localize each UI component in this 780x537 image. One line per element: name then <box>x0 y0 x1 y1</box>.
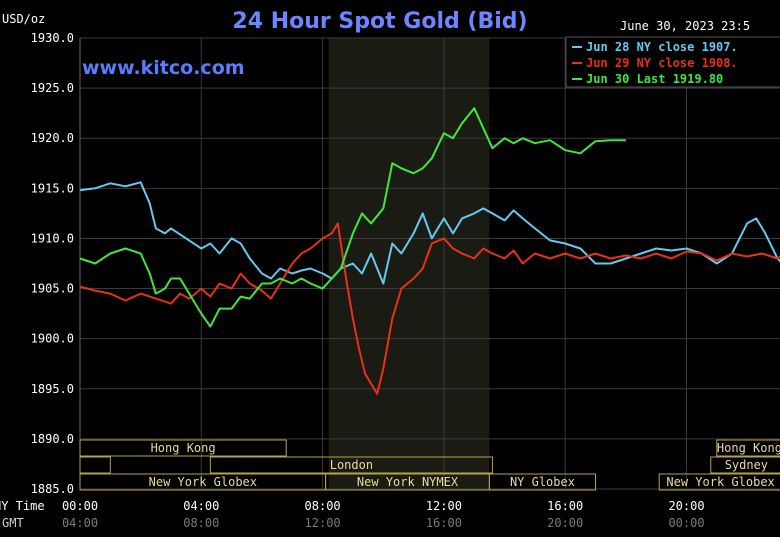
x-tick-label-gmt: 04:00 <box>62 516 98 530</box>
session-box <box>716 439 780 457</box>
series-line-2 <box>79 222 780 395</box>
x-tick-label-gmt: 08:00 <box>183 516 219 530</box>
series-line-1 <box>79 181 780 285</box>
x-tick-label-gmt: 20:00 <box>547 516 583 530</box>
session-box <box>209 456 493 474</box>
y-tick-label: 1925.0 <box>31 81 74 95</box>
session-label: London <box>330 458 373 472</box>
session-box <box>79 439 287 457</box>
chart-title: 24 Hour Spot Gold (Bid) <box>232 9 527 34</box>
x-tick-label-ny: 04:00 <box>183 499 219 513</box>
session-box <box>79 456 111 474</box>
session-box <box>658 473 780 491</box>
legend-entry: Jun 30 Last 1919.80 <box>586 72 723 86</box>
session-label: Hong Kong <box>151 441 216 455</box>
x-tick-label-ny: 00:00 <box>62 499 98 513</box>
legend-entry: Jun 28 NY close 1907. <box>586 40 738 54</box>
y-axis-ticks: 1930.0 1925.0 1920.0 1915.0 1910.0 1905.0 1900… <box>31 31 74 496</box>
session-box <box>710 456 780 474</box>
y-tick-label: 1910.0 <box>31 231 74 245</box>
market-sessions: Hong Kong Hong Kong London Sydney New York G… <box>79 439 780 491</box>
y-tick-label: 1895.0 <box>31 382 74 396</box>
y-tick-label: 1930.0 <box>31 31 74 45</box>
grid-lines <box>79 37 780 490</box>
y-tick-label: 1885.0 <box>31 482 74 496</box>
session-label: New York Globex <box>666 475 774 489</box>
session-label: NY Globex <box>510 475 575 489</box>
legend-box <box>565 36 780 88</box>
x-tick-label-ny: 16:00 <box>547 499 583 513</box>
date-label: June 30, 2023 23:5 <box>620 19 750 33</box>
session-box <box>488 473 597 491</box>
session-label: Hong Kong <box>717 441 780 455</box>
session-label: New York NYMEX <box>357 475 459 489</box>
ny-time-row-label: NY Time <box>0 499 45 513</box>
x-tick-label-gmt: 16:00 <box>426 516 462 530</box>
x-tick-label-ny: 08:00 <box>305 499 341 513</box>
legend-entry: Jun 29 NY close 1908. <box>586 56 738 70</box>
price-series <box>79 107 780 395</box>
y-tick-label: 1915.0 <box>31 181 74 195</box>
y-tick-label: 1890.0 <box>31 432 74 446</box>
series-line-3 <box>79 107 626 328</box>
session-label: Sydney <box>725 458 768 472</box>
y-tick-label: 1900.0 <box>31 332 74 346</box>
x-tick-label-gmt: 12:00 <box>305 516 341 530</box>
legend: Jun 28 NY close 1907. Jun 29 NY close 190… <box>565 36 780 88</box>
y-tick-label: 1920.0 <box>31 131 74 145</box>
session-label: New York Globex <box>149 475 257 489</box>
y-tick-label: 1905.0 <box>31 282 74 296</box>
x-tick-label-ny: 12:00 <box>426 499 462 513</box>
x-axis-ticks: 00:0004:0008:0012:0016:0020:002304:0008:… <box>62 499 705 530</box>
y-unit-label: USD/oz <box>2 12 45 26</box>
x-tick-label-ny: 20:00 <box>668 499 704 513</box>
nymex-shaded-period <box>328 38 490 489</box>
watermark-url: www.kitco.com <box>82 57 245 79</box>
gmt-row-label: GMT <box>2 516 24 530</box>
x-tick-label-gmt: 00:00 <box>668 516 704 530</box>
